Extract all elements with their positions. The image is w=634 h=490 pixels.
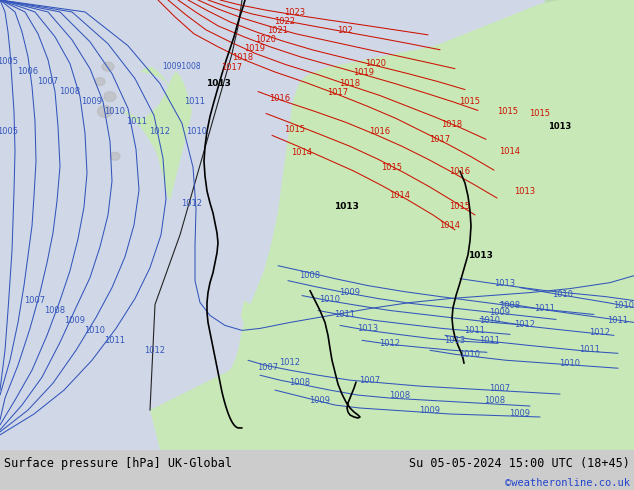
Text: 1013: 1013 [205, 79, 230, 88]
Text: 1007: 1007 [257, 363, 278, 372]
Text: 1023: 1023 [285, 8, 306, 18]
Text: 1010: 1010 [460, 350, 481, 359]
Text: 1007: 1007 [489, 384, 510, 392]
Text: 1011: 1011 [184, 97, 205, 106]
Text: 1012: 1012 [380, 339, 401, 348]
Text: 1022: 1022 [275, 17, 295, 26]
Text: 1007: 1007 [359, 376, 380, 385]
Text: 1008: 1008 [389, 391, 411, 399]
Text: 1012: 1012 [590, 328, 611, 337]
Text: 1011: 1011 [534, 304, 555, 313]
Text: 1011: 1011 [579, 345, 600, 354]
Text: 1017: 1017 [221, 63, 243, 72]
Text: 1007: 1007 [25, 296, 46, 305]
Text: 1012: 1012 [280, 358, 301, 367]
Text: 1011: 1011 [607, 316, 628, 325]
Text: 1010: 1010 [105, 107, 126, 116]
Text: 1009: 1009 [82, 97, 103, 106]
Text: 1015: 1015 [460, 97, 481, 106]
Text: 10091008: 10091008 [163, 62, 202, 71]
Text: 1008: 1008 [500, 301, 521, 310]
Ellipse shape [110, 152, 120, 160]
Polygon shape [545, 0, 634, 450]
Text: 1012: 1012 [515, 320, 536, 329]
Text: ©weatheronline.co.uk: ©weatheronline.co.uk [505, 478, 630, 488]
Text: 1010: 1010 [552, 290, 574, 299]
Text: 1010: 1010 [84, 326, 105, 335]
Text: 1018: 1018 [233, 53, 254, 62]
Text: 1013: 1013 [495, 279, 515, 288]
Text: 1013: 1013 [514, 187, 536, 196]
Text: 1015: 1015 [285, 125, 306, 134]
Text: 1018: 1018 [441, 120, 463, 129]
Text: 1013: 1013 [444, 336, 465, 345]
Text: 1014: 1014 [439, 221, 460, 230]
Ellipse shape [104, 92, 116, 101]
Text: Su 05-05-2024 15:00 UTC (18+45): Su 05-05-2024 15:00 UTC (18+45) [410, 457, 630, 470]
Text: 1010: 1010 [614, 301, 634, 310]
Text: 1013: 1013 [548, 122, 572, 131]
Text: 1015: 1015 [498, 107, 519, 116]
Text: 1009: 1009 [420, 406, 441, 415]
Text: 1009: 1009 [489, 308, 510, 317]
Text: 1019: 1019 [245, 44, 266, 53]
Polygon shape [118, 72, 192, 201]
Text: 1016: 1016 [269, 94, 290, 103]
Text: 1017: 1017 [429, 135, 451, 144]
Text: 1012: 1012 [145, 346, 165, 355]
Text: 1007: 1007 [37, 77, 58, 86]
Text: 1015: 1015 [529, 109, 550, 118]
Ellipse shape [98, 105, 112, 118]
Text: 1009: 1009 [510, 410, 531, 418]
Text: 1011: 1011 [465, 326, 486, 335]
Text: 1010: 1010 [320, 295, 340, 304]
Text: 1008: 1008 [44, 306, 65, 315]
Text: 1014: 1014 [292, 148, 313, 157]
Text: 1012: 1012 [181, 198, 202, 208]
Text: 1006: 1006 [18, 67, 39, 76]
Text: 1008: 1008 [484, 395, 505, 405]
Text: 1013: 1013 [358, 324, 378, 333]
Text: 1008: 1008 [299, 271, 321, 280]
Text: 1018: 1018 [339, 79, 361, 88]
Text: 1011: 1011 [335, 310, 356, 319]
Text: 1020: 1020 [365, 59, 387, 68]
Text: 1014: 1014 [500, 147, 521, 156]
Text: 1011: 1011 [479, 336, 500, 345]
Text: 1005: 1005 [0, 127, 18, 136]
Text: 1015: 1015 [450, 201, 470, 211]
Text: Surface pressure [hPa] UK-Global: Surface pressure [hPa] UK-Global [4, 457, 232, 470]
Polygon shape [241, 300, 260, 344]
Text: 1013: 1013 [333, 201, 358, 211]
Text: 1016: 1016 [370, 127, 391, 136]
Text: 1014: 1014 [389, 191, 410, 199]
Text: 1009: 1009 [65, 316, 86, 325]
Text: 1012: 1012 [150, 127, 171, 136]
Text: 1011: 1011 [127, 117, 148, 126]
Text: 102: 102 [337, 26, 353, 35]
Text: 1016: 1016 [450, 167, 470, 176]
Ellipse shape [102, 62, 114, 71]
Text: 1015: 1015 [382, 163, 403, 172]
Text: 1005: 1005 [0, 57, 18, 66]
Text: 1010: 1010 [186, 127, 207, 136]
Text: 1013: 1013 [467, 251, 493, 260]
Text: 1020: 1020 [256, 35, 276, 44]
Polygon shape [150, 0, 634, 450]
Ellipse shape [95, 77, 105, 86]
Text: 1021: 1021 [268, 26, 288, 35]
Text: 1008: 1008 [290, 378, 311, 387]
Polygon shape [140, 67, 170, 92]
Text: 1011: 1011 [105, 336, 126, 345]
Text: 1017: 1017 [327, 88, 349, 97]
Text: 1019: 1019 [354, 68, 375, 77]
Text: 1008: 1008 [60, 87, 81, 96]
Text: 1009: 1009 [309, 395, 330, 405]
Text: 1009: 1009 [339, 288, 361, 297]
Text: 1010: 1010 [559, 359, 581, 368]
Text: 1010: 1010 [479, 316, 500, 325]
